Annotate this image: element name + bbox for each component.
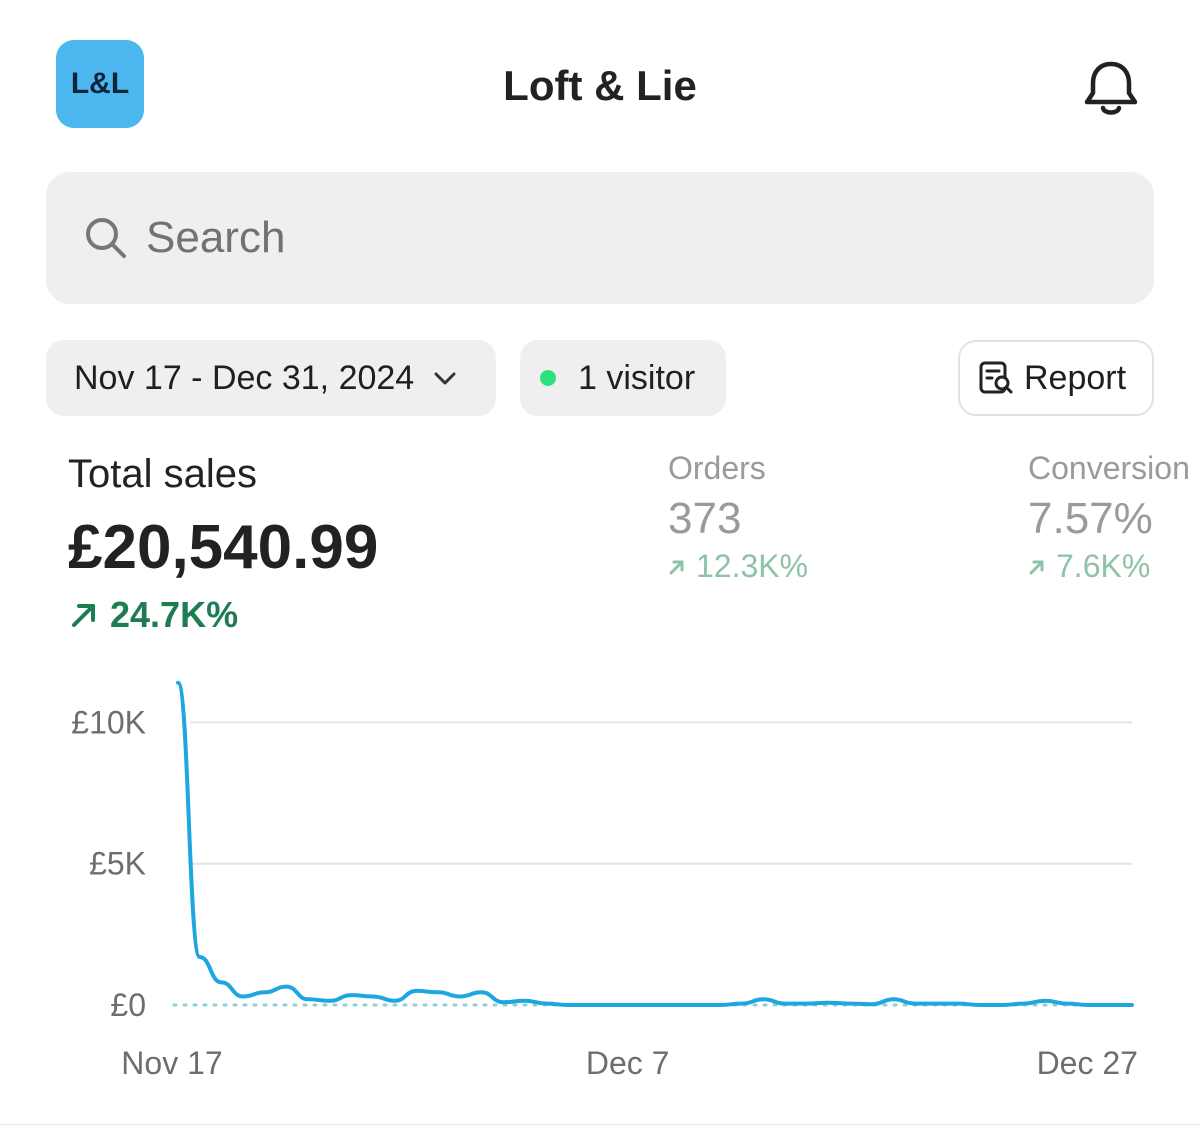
date-range-selector[interactable]: Nov 17 - Dec 31, 2024 — [46, 340, 496, 416]
live-status-dot — [540, 370, 556, 386]
chevron-down-icon — [434, 372, 456, 385]
conversion-change: 7.6K% — [1028, 548, 1150, 585]
orders-change: 12.3K% — [668, 548, 808, 585]
conversion-change-value: 7.6K% — [1056, 548, 1151, 584]
report-label: Report — [1024, 358, 1127, 397]
arrow-up-right-icon — [72, 604, 95, 627]
y-tick-label: £10K — [71, 704, 146, 740]
orders-value: 373 — [668, 494, 742, 543]
bell-icon[interactable] — [1082, 58, 1140, 120]
conversion-label: Conversion — [1028, 450, 1190, 486]
x-tick-label: Dec 27 — [1037, 1045, 1138, 1081]
total-sales-label: Total sales — [68, 452, 257, 496]
report-button[interactable]: Report — [958, 340, 1154, 416]
arrow-up-right-icon — [669, 560, 684, 574]
live-visitors-chip[interactable]: 1 visitor — [520, 340, 726, 416]
x-tick-label: Nov 17 — [121, 1045, 222, 1081]
total-sales-value: £20,540.99 — [68, 513, 379, 582]
orders-change-value: 12.3K% — [696, 548, 809, 584]
search-bar[interactable] — [46, 172, 1154, 304]
store-title: Loft & Lie — [503, 62, 697, 109]
store-logo[interactable]: L&L — [56, 40, 144, 128]
sales-line-chart: £0 £5K £10K Nov 17 Dec 7 Dec 27 — [71, 680, 1138, 1081]
search-icon — [86, 218, 126, 258]
total-sales-change-value: 24.7K% — [110, 594, 239, 635]
x-tick-label: Dec 7 — [586, 1045, 670, 1081]
visitors-label: 1 visitor — [578, 358, 696, 397]
conversion-value: 7.57% — [1028, 494, 1153, 543]
search-input[interactable] — [144, 212, 1048, 264]
bottom-divider — [0, 1124, 1200, 1125]
sales-series-line — [176, 680, 1134, 1007]
orders-label: Orders — [668, 450, 766, 486]
report-icon — [979, 361, 1013, 394]
date-range-label: Nov 17 - Dec 31, 2024 — [74, 358, 415, 397]
y-tick-label: £0 — [110, 987, 146, 1023]
y-tick-label: £5K — [89, 846, 146, 882]
total-sales-change: 24.7K% — [68, 594, 238, 636]
arrow-up-right-icon — [1029, 560, 1044, 574]
